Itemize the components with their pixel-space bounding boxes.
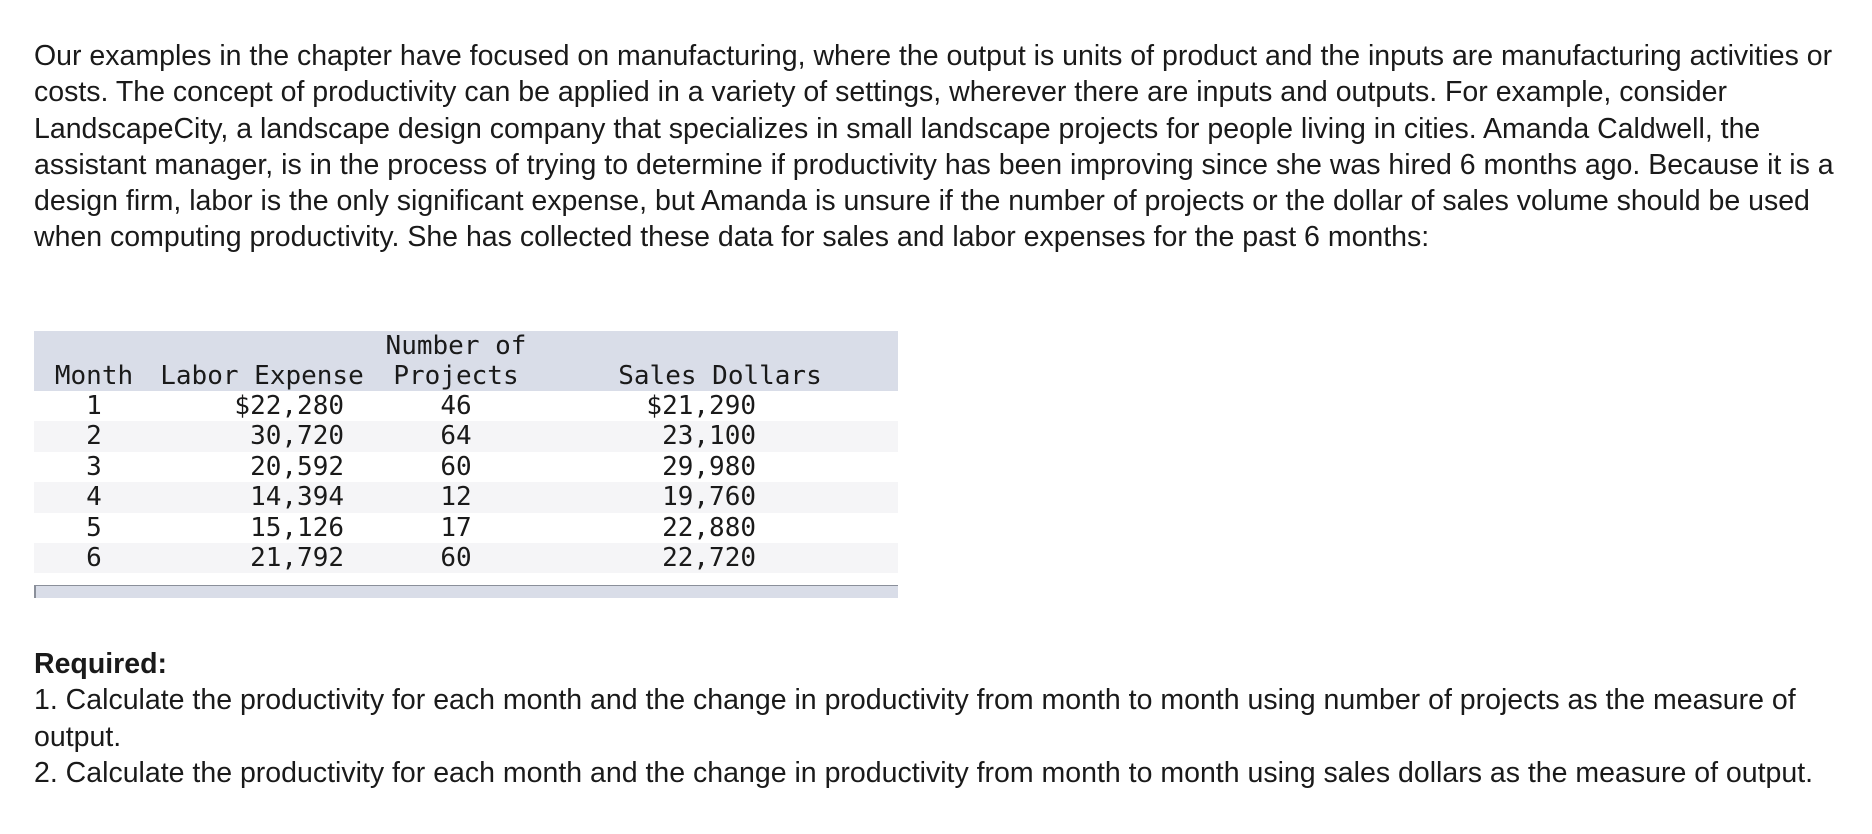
table-header-row: Month Labor Expense Number of Projects Sa… xyxy=(34,331,898,391)
sales-value: 23,100 xyxy=(662,421,756,452)
required-section: Required: 1. Calculate the productivity … xyxy=(34,646,1844,791)
cell-projects: 17 xyxy=(440,512,472,543)
cell-projects: 12 xyxy=(440,482,472,513)
sales-value: 22,720 xyxy=(662,543,756,574)
data-table-container: Month Labor Expense Number of Projects Sa… xyxy=(34,331,898,599)
header-month: Month xyxy=(54,361,134,391)
cell-labor-expense: 20,592 xyxy=(154,452,370,482)
cell-labor-expense: 14,394 xyxy=(154,482,370,512)
cell-sales-dollars: 19,760 xyxy=(542,482,898,512)
cell-labor-expense: $22,280 xyxy=(154,391,370,421)
sales-value: $21,290 xyxy=(646,391,756,421)
header-sales-dollars: Sales Dollars xyxy=(618,361,822,391)
table-row: 6 21,792 60 22,720 xyxy=(34,543,898,574)
cell-sales-dollars: 23,100 xyxy=(542,421,898,451)
labor-value: 30,720 xyxy=(250,421,344,452)
table-row: 1 $22,280 46 $21,290 xyxy=(34,391,898,422)
cell-month: 4 xyxy=(86,482,102,513)
cell-projects: 60 xyxy=(440,543,472,574)
labor-value: 14,394 xyxy=(250,482,344,513)
table-row: 4 14,394 12 19,760 xyxy=(34,482,898,513)
cell-month: 5 xyxy=(86,512,102,543)
required-title: Required: xyxy=(34,648,168,680)
labor-value: 20,592 xyxy=(250,451,344,482)
header-labor-expense: Labor Expense xyxy=(160,361,364,391)
cell-month: 2 xyxy=(86,421,102,452)
cell-labor-expense: 21,792 xyxy=(154,543,370,573)
labor-value: 21,792 xyxy=(250,543,344,574)
cell-sales-dollars: 22,880 xyxy=(542,513,898,543)
cell-sales-dollars: 22,720 xyxy=(542,543,898,573)
header-projects-line1: Number of xyxy=(385,331,527,361)
sales-value: 22,880 xyxy=(662,512,756,543)
cell-month: 6 xyxy=(86,543,102,574)
header-number-of-projects: Number of Projects xyxy=(370,331,542,391)
table-row: 5 15,126 17 22,880 xyxy=(34,512,898,544)
header-projects-line2: Projects xyxy=(393,361,519,391)
cell-labor-expense: 15,126 xyxy=(154,513,370,543)
cell-month: 3 xyxy=(86,451,102,482)
required-item-2: 2. Calculate the productivity for each m… xyxy=(34,756,1814,789)
intro-paragraph: Our examples in the chapter have focused… xyxy=(34,40,1834,254)
cell-labor-expense: 30,720 xyxy=(154,421,370,451)
cell-sales-dollars: 29,980 xyxy=(542,452,898,482)
cell-projects: 46 xyxy=(440,391,472,421)
cell-projects: 64 xyxy=(440,421,472,452)
cell-projects: 60 xyxy=(440,451,472,482)
sales-value: 29,980 xyxy=(662,451,756,482)
cell-month: 1 xyxy=(86,391,102,421)
required-item-1: 1. Calculate the productivity for each m… xyxy=(34,684,1796,753)
cell-sales-dollars: $21,290 xyxy=(542,391,898,421)
data-table: Month Labor Expense Number of Projects Sa… xyxy=(34,331,898,574)
labor-value: $22,280 xyxy=(234,391,344,421)
table-footer-bar xyxy=(34,585,898,599)
table-row: 3 20,592 60 29,980 xyxy=(34,451,898,483)
labor-value: 15,126 xyxy=(250,512,344,543)
table-row: 2 30,720 64 23,100 xyxy=(34,421,898,452)
sales-value: 19,760 xyxy=(662,482,756,513)
